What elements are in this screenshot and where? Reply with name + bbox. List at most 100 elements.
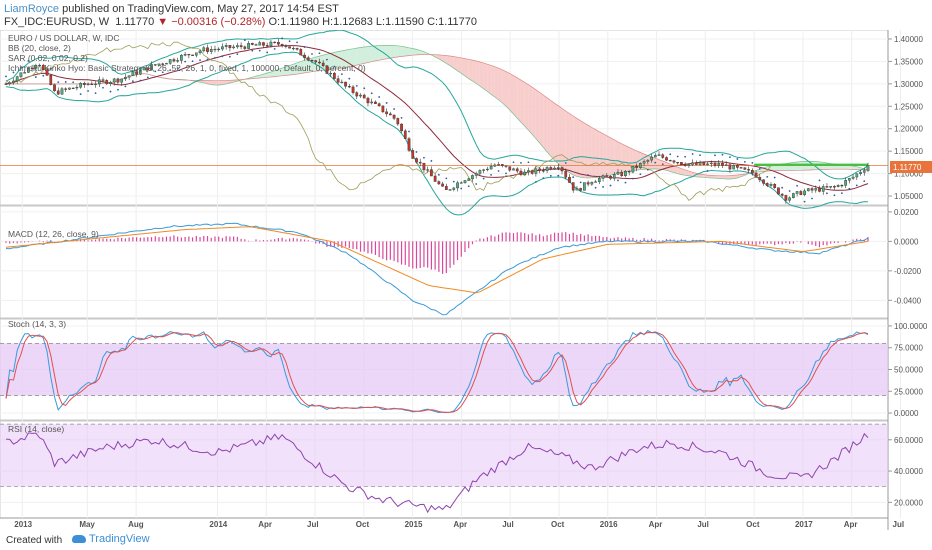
ichimoku-cloud-segment bbox=[625, 145, 630, 172]
sar-dot bbox=[72, 81, 75, 84]
sar-dot bbox=[602, 186, 604, 188]
ichimoku-cloud-segment bbox=[554, 103, 559, 164]
candle-body bbox=[680, 162, 683, 165]
x-tick-label: Apr bbox=[844, 520, 858, 529]
ichimoku-cloud-segment bbox=[453, 56, 458, 71]
candle-body bbox=[799, 191, 803, 195]
candle-body bbox=[206, 47, 209, 52]
candle-body bbox=[792, 193, 795, 199]
ichimoku-cloud-segment bbox=[614, 139, 618, 175]
ichimoku-span-b bbox=[6, 54, 868, 177]
candle-body bbox=[27, 67, 30, 73]
candle-body bbox=[250, 42, 254, 45]
ichimoku-cloud-segment bbox=[300, 60, 305, 74]
candle-body bbox=[482, 169, 485, 171]
candle-body bbox=[851, 176, 855, 179]
sar-dot bbox=[236, 53, 239, 55]
tradingview-logo[interactable]: TradingView bbox=[72, 533, 150, 545]
sar-dot bbox=[206, 58, 209, 61]
candle-body bbox=[217, 48, 221, 51]
ichimoku-cloud-segment bbox=[621, 143, 626, 173]
candle-body bbox=[183, 53, 187, 56]
ichimoku-cloud-segment bbox=[610, 137, 615, 176]
candle-body bbox=[728, 164, 732, 170]
candle-body bbox=[97, 79, 101, 85]
candle-body bbox=[777, 187, 780, 195]
sar-dot bbox=[34, 76, 37, 78]
candle-body bbox=[262, 42, 265, 46]
candle-body bbox=[344, 81, 347, 87]
candle-body bbox=[515, 168, 519, 172]
sar-dot bbox=[751, 161, 754, 164]
candle-body bbox=[336, 78, 340, 83]
sar-dot bbox=[64, 81, 67, 83]
ichimoku-cloud-segment bbox=[394, 45, 398, 58]
candle-body bbox=[594, 181, 597, 183]
chart-canvas[interactable]: 1.40000 1.35000 1.30000 1.25000 1.20000 1.150… bbox=[0, 30, 932, 530]
sar-dot bbox=[848, 187, 851, 190]
ichimoku-cloud-segment bbox=[364, 46, 368, 64]
sar-dot bbox=[57, 81, 60, 83]
author-link[interactable]: LiamRoyce bbox=[4, 3, 60, 15]
sar-dot bbox=[423, 156, 425, 159]
sar-dot bbox=[303, 46, 306, 48]
ichimoku-cloud-segment bbox=[539, 92, 544, 148]
candle-body bbox=[463, 180, 467, 183]
candle-body bbox=[534, 168, 538, 174]
candle-body bbox=[657, 154, 661, 156]
sar-dot bbox=[826, 192, 828, 195]
candle-body bbox=[389, 113, 392, 116]
candle-body bbox=[500, 164, 504, 166]
pane-label-ichimoku: Ichimoku Kinko Hyo: Basic Strategy (9, 2… bbox=[8, 63, 366, 73]
candle-body bbox=[318, 61, 321, 64]
x-tick-label: Jul bbox=[307, 520, 319, 529]
candle-body bbox=[209, 49, 213, 52]
sar-dot bbox=[475, 183, 478, 185]
y-tick-label-stoch: 25.0000 bbox=[894, 387, 923, 396]
ichimoku-cloud-segment bbox=[617, 141, 622, 174]
sar-dot bbox=[669, 153, 672, 156]
candle-body bbox=[340, 81, 344, 84]
candle-body bbox=[474, 173, 478, 176]
candle-body bbox=[430, 169, 433, 177]
sar-dot bbox=[340, 73, 343, 76]
x-tick-label: Jul bbox=[697, 520, 709, 529]
sar-dot bbox=[743, 160, 746, 163]
ichimoku-cloud-segment bbox=[729, 175, 734, 179]
candle-body bbox=[754, 173, 758, 178]
ichimoku-cloud-segment bbox=[677, 167, 682, 175]
candle-body bbox=[530, 170, 534, 174]
ichimoku-cloud-segment bbox=[737, 174, 742, 178]
pane-frame-macd bbox=[0, 205, 889, 319]
candle-body bbox=[101, 79, 105, 81]
ichimoku-cloud-segment bbox=[472, 60, 477, 84]
candle-body bbox=[265, 45, 269, 47]
ichimoku-cloud-segment bbox=[483, 63, 488, 92]
publish-line: LiamRoyce published on TradingView.com, … bbox=[4, 3, 339, 16]
candle-body bbox=[299, 49, 303, 56]
footer: Created with TradingView bbox=[0, 530, 932, 550]
y-tick-label-macd: 0.0000 bbox=[894, 237, 919, 246]
candle-body bbox=[377, 103, 381, 107]
ichimoku-cloud-segment bbox=[274, 69, 279, 77]
ichimoku-cloud-segment bbox=[685, 169, 689, 176]
candle-body bbox=[49, 75, 53, 86]
ichimoku-cloud-segment bbox=[494, 66, 499, 100]
candle-body bbox=[650, 156, 653, 161]
sar-dot bbox=[714, 154, 716, 157]
sar-dot bbox=[520, 161, 522, 164]
pane-label-stoch: Stoch (14, 3, 3) bbox=[8, 319, 66, 329]
y-tick-label-stoch: 100.0000 bbox=[894, 322, 928, 331]
candle-body bbox=[676, 162, 680, 164]
ichimoku-cloud-segment bbox=[214, 80, 219, 86]
ichimoku-cloud-segment bbox=[252, 76, 257, 79]
candle-body bbox=[687, 164, 691, 166]
candle-body bbox=[590, 182, 594, 185]
ichimoku-cloud-segment bbox=[606, 135, 611, 176]
candle-body bbox=[784, 195, 788, 201]
ichimoku-cloud-segment bbox=[722, 175, 727, 180]
candle-body bbox=[288, 46, 291, 49]
sar-dot bbox=[266, 51, 269, 54]
kijun-line bbox=[5, 45, 869, 191]
ichimoku-cloud-segment bbox=[506, 71, 510, 111]
